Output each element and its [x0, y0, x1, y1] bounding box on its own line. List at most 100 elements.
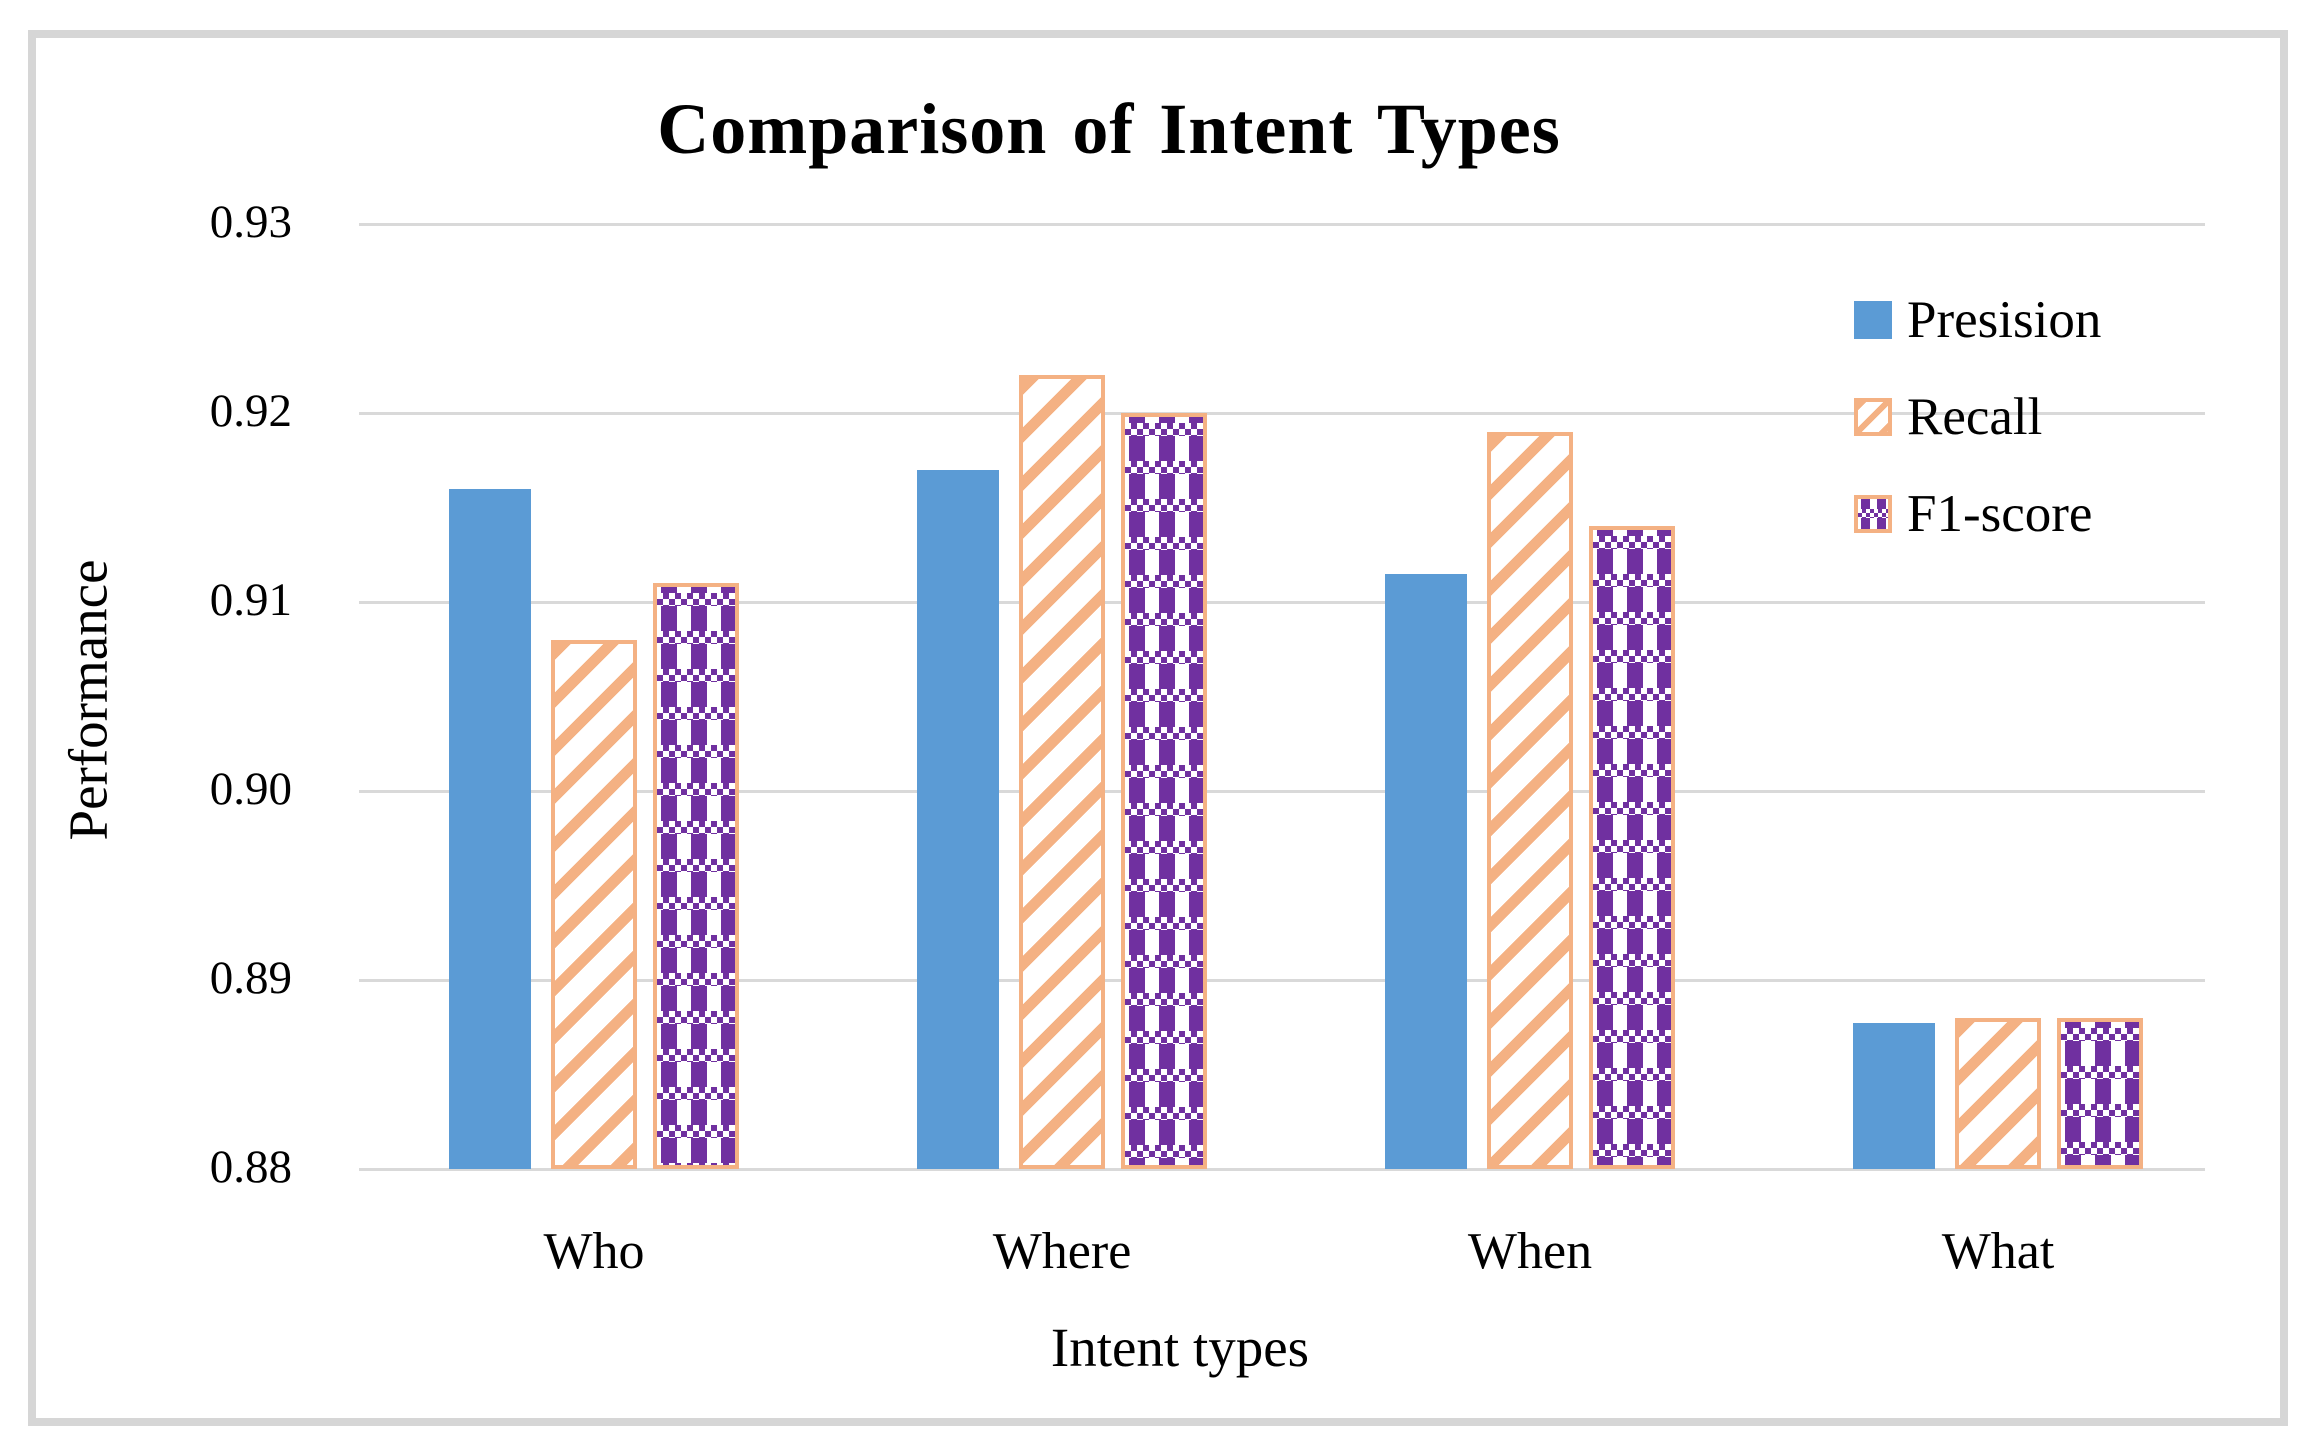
- plaid-band: [1125, 765, 1203, 778]
- gridline-0.91: [359, 601, 2205, 604]
- plaid-band: [1125, 461, 1203, 474]
- gridline-0.92: [359, 412, 2205, 415]
- plaid-band: [657, 1125, 735, 1139]
- y-tick-label: 0.91: [209, 573, 292, 626]
- legend-label: Recall: [1907, 388, 2043, 446]
- legend-item-f1-score: F1-score: [1854, 485, 2101, 543]
- plaid-band: [1593, 878, 1671, 892]
- plaid-band: [657, 1049, 735, 1063]
- plaid-band: [2061, 1027, 2139, 1041]
- plaid-band: [657, 707, 735, 721]
- plaid-band: [657, 783, 735, 797]
- bar-f1-score-what: [2057, 1017, 2143, 1169]
- plot-area: [359, 223, 2205, 1171]
- plaid-band: [1125, 879, 1203, 892]
- bar-recall-where: [1019, 375, 1105, 1169]
- legend-label: Presision: [1907, 291, 2102, 349]
- plaid-band: [1593, 726, 1671, 740]
- plaid-band: [1125, 955, 1203, 968]
- legend-swatch-f1-score: [1854, 495, 1892, 533]
- plaid-band: [1125, 1107, 1203, 1120]
- plaid-band: [1593, 1030, 1671, 1044]
- plaid-band: [1593, 612, 1671, 626]
- y-tick-label: 0.88: [209, 1140, 292, 1193]
- plaid-band: [657, 669, 735, 683]
- x-category-label-when: When: [1467, 1223, 1593, 1280]
- y-tick-label: 0.93: [209, 195, 292, 248]
- bar-recall-when: [1487, 431, 1573, 1169]
- y-tick-label: 0.92: [209, 384, 292, 437]
- bar-presision-what: [1853, 1023, 1935, 1169]
- bar-presision-where: [917, 469, 999, 1169]
- plaid-band: [1593, 1106, 1671, 1120]
- plaid-band: [657, 631, 735, 645]
- plaid-band: [657, 897, 735, 911]
- plaid-band: [1593, 992, 1671, 1006]
- plaid-band: [1125, 1145, 1203, 1158]
- plaid-band: [657, 973, 735, 987]
- plaid-band: [1593, 840, 1671, 854]
- plaid-band: [1125, 1069, 1203, 1082]
- plaid-band: [1125, 689, 1203, 702]
- legend-swatch-recall: [1854, 398, 1892, 436]
- gridline-0.89: [359, 979, 2205, 982]
- legend: Presision Recall F1-score: [1854, 291, 2102, 543]
- plaid-band: [1593, 954, 1671, 968]
- plaid-band: [1125, 537, 1203, 550]
- bar-recall-what: [1955, 1017, 2041, 1169]
- plaid-band: [657, 1087, 735, 1101]
- x-category-label-what: What: [1941, 1223, 2055, 1280]
- gridline-0.93: [359, 223, 2205, 226]
- y-tick-label: 0.90: [209, 762, 292, 815]
- plaid-band: [657, 1163, 735, 1165]
- plaid-band: [2061, 1103, 2139, 1117]
- plaid-band: [1125, 499, 1203, 512]
- bar-f1-score-when: [1589, 526, 1675, 1169]
- plaid-band: [1593, 1144, 1671, 1158]
- plaid-band: [1125, 423, 1203, 436]
- plaid-band: [1858, 509, 1888, 518]
- x-axis-title: Intent types: [1050, 1317, 1310, 1378]
- plaid-band: [1125, 841, 1203, 854]
- plaid-band: [1593, 650, 1671, 664]
- plaid-band: [657, 1011, 735, 1025]
- legend-label: F1-score: [1907, 485, 2093, 543]
- plaid-band: [1593, 764, 1671, 778]
- gridline-0.90: [359, 790, 2205, 793]
- legend-swatch-presision: [1854, 301, 1892, 339]
- plaid-band: [1125, 575, 1203, 588]
- plaid-band: [1593, 536, 1671, 550]
- x-category-label-where: Where: [992, 1223, 1132, 1280]
- plaid-band: [657, 745, 735, 759]
- legend-item-recall: Recall: [1854, 388, 2101, 446]
- plaid-band: [1125, 727, 1203, 740]
- plaid-band: [1125, 993, 1203, 1006]
- bar-presision-who: [449, 488, 531, 1169]
- plaid-band: [657, 821, 735, 835]
- chart-title: Comparison of Intent Types: [657, 89, 1561, 169]
- legend-item-presision: Presision: [1854, 291, 2102, 349]
- plaid-band: [2061, 1065, 2139, 1079]
- plaid-band: [2061, 1141, 2139, 1155]
- plaid-band: [1125, 1031, 1203, 1044]
- bar-f1-score-who: [653, 583, 739, 1169]
- x-category-label-who: Who: [543, 1223, 645, 1280]
- bar-recall-who: [551, 639, 637, 1169]
- plaid-band: [1125, 917, 1203, 930]
- plaid-band: [1125, 651, 1203, 664]
- bar-presision-when: [1385, 573, 1467, 1169]
- plaid-band: [1593, 574, 1671, 588]
- plaid-band: [1125, 803, 1203, 816]
- y-tick-label: 0.89: [209, 951, 292, 1004]
- plaid-band: [1593, 1068, 1671, 1082]
- plaid-band: [657, 859, 735, 873]
- plaid-band: [1125, 613, 1203, 626]
- plaid-band: [657, 935, 735, 949]
- plaid-band: [1593, 916, 1671, 930]
- bar-f1-score-where: [1121, 413, 1207, 1169]
- plaid-band: [1593, 802, 1671, 816]
- plaid-band: [657, 593, 735, 607]
- plaid-band: [1593, 688, 1671, 702]
- gridline-0.88: [359, 1168, 2205, 1171]
